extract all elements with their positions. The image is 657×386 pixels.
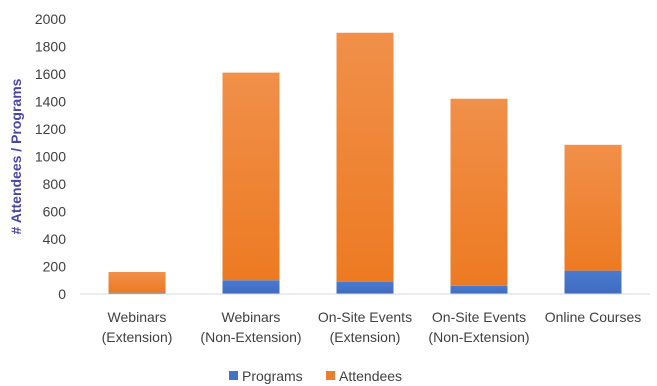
bar-programs-4 xyxy=(564,270,622,294)
legend-label-attendees: Attendees xyxy=(339,368,402,384)
bar-attendees-1 xyxy=(222,72,280,281)
legend: Programs Attendees xyxy=(229,368,402,384)
y-axis-label: # Attendees / Programs xyxy=(8,78,24,234)
bar-programs-2 xyxy=(336,281,394,294)
y-tick-label: 1400 xyxy=(35,94,66,110)
bar-programs-1 xyxy=(222,280,280,294)
bars xyxy=(108,32,622,294)
y-tick-label: 1800 xyxy=(35,39,66,55)
bar-programs-0 xyxy=(108,292,166,294)
legend-swatch-attendees xyxy=(326,371,335,380)
y-tick-label: 200 xyxy=(43,259,67,275)
y-tick-label: 1000 xyxy=(35,149,66,165)
x-category-label: Webinars (Extension) xyxy=(102,309,173,345)
legend-swatch-programs xyxy=(229,371,238,380)
bar-attendees-0 xyxy=(108,272,166,293)
bar-attendees-2 xyxy=(336,32,394,282)
y-tick-label: 400 xyxy=(43,231,67,247)
legend-label-programs: Programs xyxy=(242,368,303,384)
bar-attendees-4 xyxy=(564,144,622,271)
y-tick-label: 1200 xyxy=(35,121,66,137)
bar-programs-3 xyxy=(450,285,508,294)
y-axis-ticks: 0 200 400 600 800 1000 1200 1400 1600 1800 2000 xyxy=(35,11,66,302)
y-tick-label: 800 xyxy=(43,176,67,192)
y-tick-label: 2000 xyxy=(35,11,66,27)
x-category-label: Online Courses xyxy=(545,309,642,325)
y-tick-label: 0 xyxy=(58,286,66,302)
y-tick-label: 600 xyxy=(43,204,67,220)
y-tick-label: 1600 xyxy=(35,66,66,82)
x-category-label: On-Site Events (Non-Extension) xyxy=(428,309,529,345)
x-category-label: On-Site Events (Extension) xyxy=(318,309,412,345)
x-category-label: Webinars (Non-Extension) xyxy=(200,309,301,345)
bar-attendees-3 xyxy=(450,98,508,286)
x-axis-labels: Webinars (Extension) Webinars (Non-Extensio… xyxy=(102,309,642,345)
